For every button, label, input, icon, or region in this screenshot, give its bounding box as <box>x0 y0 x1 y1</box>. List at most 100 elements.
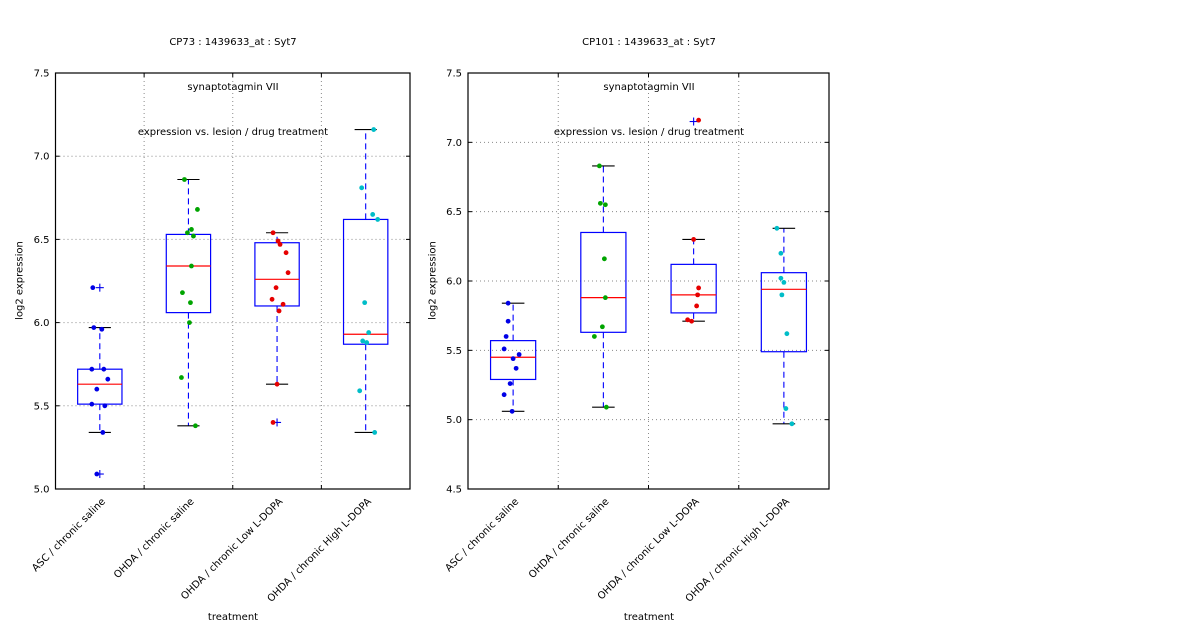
data-point <box>695 292 701 298</box>
data-point <box>182 177 187 182</box>
box-group-2 <box>580 163 627 410</box>
plot-cp73-title-line2: synaptotagmin VII <box>187 82 279 93</box>
data-point <box>187 320 192 325</box>
y-tick-label: 7.0 <box>446 138 462 149</box>
data-point <box>193 423 198 429</box>
box <box>165 233 212 314</box>
data-point <box>269 296 275 302</box>
data-point <box>189 227 194 232</box>
data-point <box>778 250 784 256</box>
data-point <box>691 237 697 242</box>
y-tick-label: 6.0 <box>446 277 462 288</box>
data-point <box>509 408 515 414</box>
box-group-4 <box>342 127 389 435</box>
data-point <box>505 318 511 324</box>
data-point <box>189 263 194 269</box>
data-point <box>591 334 597 339</box>
plot-cp101-xlabel: treatment <box>623 612 675 623</box>
data-point <box>273 285 279 291</box>
data-point <box>357 388 363 394</box>
data-point <box>601 256 607 262</box>
data-point <box>102 403 108 409</box>
box <box>254 242 300 307</box>
data-point <box>685 317 691 323</box>
data-point <box>91 325 97 330</box>
data-point <box>101 366 107 372</box>
data-point <box>94 386 100 392</box>
data-point <box>274 381 280 387</box>
data-point <box>285 270 291 276</box>
data-point <box>372 430 378 435</box>
plot-cp73-title: CP73 : 1439633_at : Syt7 synaptotagmin V… <box>33 5 433 170</box>
data-point <box>774 225 780 231</box>
box <box>580 231 627 333</box>
data-point <box>516 352 522 357</box>
plot-cp101-title-line2: synaptotagmin VII <box>603 82 695 93</box>
data-point <box>783 406 789 411</box>
plot-cp73-title-line1: CP73 : 1439633_at : Syt7 <box>169 37 297 48</box>
box-group-4 <box>760 225 808 427</box>
data-point <box>179 375 184 380</box>
data-point <box>501 346 507 352</box>
data-point <box>597 200 603 206</box>
data-point <box>503 334 509 339</box>
box <box>77 368 123 405</box>
box <box>760 272 808 353</box>
data-point <box>505 300 511 306</box>
data-point <box>360 338 366 344</box>
x-tick-label: OHDA / chronic Low L-DOPA <box>596 496 702 602</box>
data-point <box>90 285 96 291</box>
data-point <box>277 241 283 247</box>
data-point <box>370 212 376 217</box>
data-point <box>784 331 790 337</box>
data-point <box>510 356 516 362</box>
data-point <box>375 217 381 222</box>
y-tick-label: 7.5 <box>446 69 462 80</box>
data-point <box>694 303 700 309</box>
box-group-2 <box>165 177 212 429</box>
data-point <box>696 285 702 291</box>
box <box>670 263 717 314</box>
plot-cp73-ylabel: log2 expression <box>14 241 26 320</box>
y-tick-label: 4.5 <box>446 485 462 496</box>
data-point <box>362 300 368 306</box>
y-tick-label: 6.5 <box>446 207 462 218</box>
data-point <box>371 127 377 132</box>
y-tick-label: 5.5 <box>446 346 462 357</box>
data-point <box>359 185 365 191</box>
x-tick-label: ASC / chronic saline <box>30 496 108 574</box>
data-point <box>270 230 276 236</box>
data-point <box>696 117 702 123</box>
data-point <box>270 420 276 425</box>
y-tick-label: 6.0 <box>34 318 50 329</box>
data-point <box>280 301 286 307</box>
x-tick-label: ASC / chronic saline <box>444 496 522 574</box>
data-point <box>100 430 106 435</box>
data-point <box>105 376 111 382</box>
box <box>342 218 389 345</box>
box-group-3 <box>254 230 300 427</box>
data-point <box>789 421 795 427</box>
data-point <box>778 275 784 281</box>
data-point <box>602 202 608 208</box>
plot-cp101-title-line1: CP101 : 1439633_at : Syt7 <box>582 37 716 48</box>
y-tick-label: 5.5 <box>34 401 50 412</box>
x-tick-label: OHDA / chronic saline <box>527 496 612 581</box>
data-point <box>689 318 695 324</box>
box-group-3 <box>670 117 717 324</box>
plot-cp101-ylabel: log2 expression <box>427 241 439 320</box>
data-point <box>89 401 95 407</box>
plot-cp73-title-line3: expression vs. lesion / drug treatment <box>137 127 329 138</box>
data-point <box>276 308 282 314</box>
y-tick-label: 7.5 <box>34 69 50 80</box>
y-tick-label: 7.0 <box>34 152 50 163</box>
plot-cp101-title-line3: expression vs. lesion / drug treatment <box>553 127 745 138</box>
data-point <box>603 404 609 410</box>
data-point <box>191 233 196 239</box>
data-point <box>507 381 513 387</box>
data-point <box>188 300 193 306</box>
plot-cp101-title: CP101 : 1439633_at : Syt7 synaptotagmin … <box>449 5 849 170</box>
data-point <box>596 163 602 169</box>
box <box>489 340 537 381</box>
